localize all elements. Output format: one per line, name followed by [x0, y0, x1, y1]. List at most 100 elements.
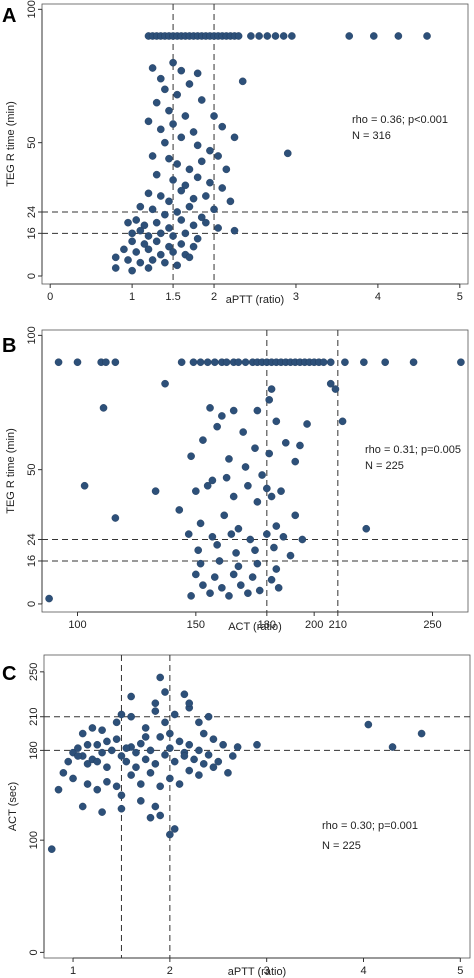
- data-point: [103, 778, 111, 786]
- data-point: [148, 256, 157, 264]
- y-tick-label: 100: [26, 0, 38, 18]
- data-point: [230, 226, 239, 235]
- data-point: [197, 213, 206, 222]
- data-point: [229, 492, 238, 501]
- x-axis-title: aPTT (ratio): [226, 294, 284, 306]
- data-point: [169, 232, 177, 240]
- data-point: [199, 436, 207, 444]
- data-point: [175, 506, 184, 514]
- data-point: [195, 746, 203, 755]
- data-point: [267, 385, 276, 393]
- data-point: [156, 782, 164, 791]
- data-point: [263, 530, 271, 538]
- data-point: [319, 358, 328, 367]
- panel-b: B 0 16 24 50 100 100 150 180 200 210 250 ACT (ratio)…: [2, 326, 469, 633]
- data-point: [189, 128, 198, 136]
- data-point: [137, 780, 145, 788]
- data-point: [136, 226, 145, 235]
- data-point: [128, 229, 136, 238]
- data-point: [74, 744, 82, 752]
- data-point: [141, 724, 150, 732]
- data-point: [185, 165, 194, 174]
- panel-letter: B: [2, 335, 16, 357]
- x-tick-label: 2: [211, 291, 217, 303]
- data-point: [175, 780, 184, 788]
- data-point: [156, 125, 165, 134]
- data-point: [148, 64, 157, 72]
- data-point: [199, 760, 208, 768]
- data-point: [117, 791, 126, 800]
- data-point: [185, 202, 194, 211]
- x-tick-label: 3: [264, 965, 270, 977]
- data-point: [140, 240, 149, 248]
- data-point: [288, 32, 296, 40]
- data-point: [175, 737, 184, 746]
- data-point: [193, 141, 202, 150]
- data-point: [193, 173, 202, 182]
- data-point: [165, 224, 173, 232]
- y-tick-label: 16: [26, 227, 38, 239]
- data-point: [218, 184, 227, 192]
- data-point: [360, 358, 368, 367]
- data-point: [152, 237, 161, 246]
- data-point: [267, 575, 276, 584]
- data-point: [156, 673, 164, 682]
- data-point: [345, 32, 354, 40]
- data-point: [291, 457, 300, 466]
- panel-c: C 0 100 180 210 250 1 2 3 4 5 aPTT (ratio) ACT (sec)…: [2, 654, 471, 978]
- data-point: [112, 782, 121, 791]
- data-point: [185, 766, 194, 775]
- data-point: [161, 751, 169, 759]
- data-point: [265, 396, 274, 404]
- data-point: [326, 379, 335, 388]
- data-point: [226, 197, 235, 206]
- data-point: [409, 358, 418, 367]
- data-point: [265, 449, 274, 458]
- data-point: [173, 90, 181, 99]
- data-point: [241, 463, 250, 471]
- data-point: [209, 735, 218, 743]
- data-point: [170, 757, 179, 766]
- data-point: [283, 149, 292, 158]
- data-point: [111, 264, 120, 272]
- data-point: [120, 245, 128, 254]
- data-point: [170, 825, 179, 833]
- data-point: [331, 385, 340, 393]
- data-point: [161, 258, 169, 267]
- plot-frame: [41, 329, 469, 613]
- data-point: [232, 549, 240, 557]
- data-point: [177, 240, 186, 248]
- y-tick-label: 50: [26, 464, 38, 476]
- data-point: [128, 237, 136, 246]
- data-point: [180, 690, 189, 699]
- y-tick-label: 0: [26, 273, 38, 279]
- data-point: [236, 581, 245, 589]
- x-tick-label: 100: [68, 619, 86, 631]
- data-point: [199, 729, 208, 738]
- data-point: [173, 208, 181, 216]
- data-point: [271, 32, 280, 40]
- data-point: [206, 178, 214, 187]
- data-point: [326, 358, 335, 367]
- data-point: [144, 245, 153, 254]
- data-point: [111, 253, 120, 262]
- data-point: [112, 735, 121, 743]
- data-point: [185, 699, 194, 708]
- data-point: [214, 224, 222, 232]
- data-point: [197, 96, 206, 104]
- y-tick-label: 24: [26, 206, 38, 218]
- data-point: [272, 522, 281, 530]
- data-point: [165, 242, 173, 251]
- data-point: [102, 358, 110, 367]
- data-point: [251, 546, 259, 555]
- sample-size-annotation: N = 316: [352, 130, 391, 142]
- data-point: [54, 358, 63, 367]
- data-point: [132, 748, 140, 757]
- data-point: [272, 565, 281, 573]
- data-point: [137, 739, 145, 748]
- y-tick-label: 100: [26, 326, 38, 344]
- data-point: [203, 481, 212, 490]
- data-point: [222, 165, 231, 174]
- data-point: [239, 428, 247, 436]
- data-point: [255, 32, 263, 40]
